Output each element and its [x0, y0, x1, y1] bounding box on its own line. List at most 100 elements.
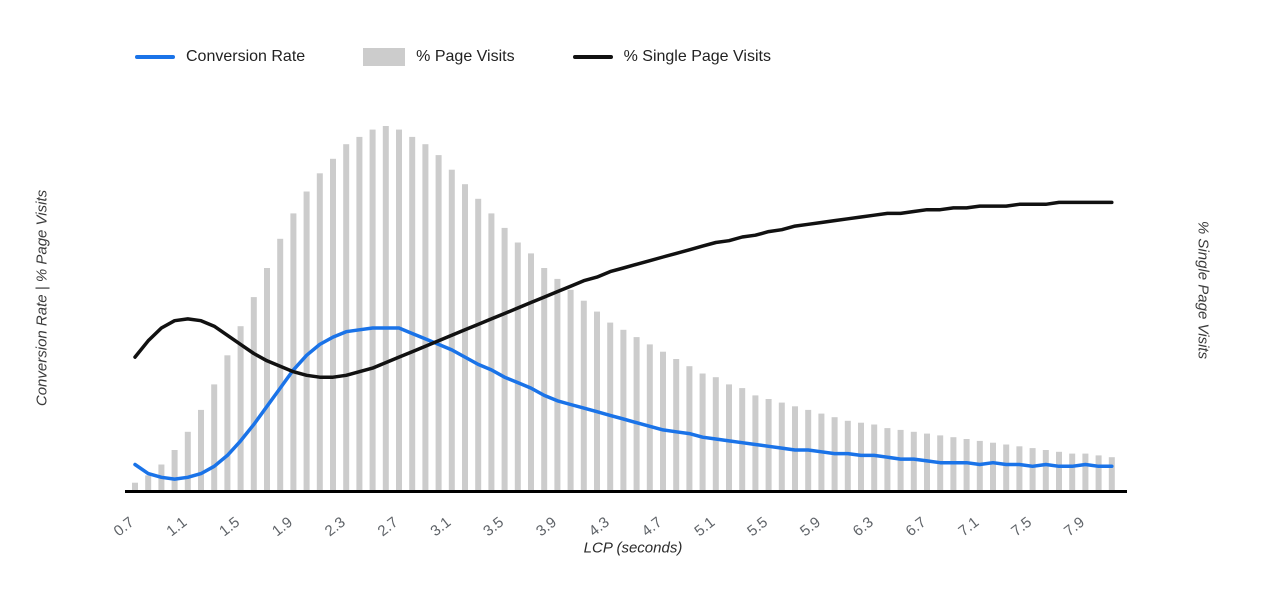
page-visits-bar	[303, 191, 310, 490]
page-visits-bar	[1056, 451, 1062, 490]
page-visits-bar	[844, 420, 851, 490]
page-visits-bar	[1016, 446, 1023, 490]
left-axis-title: Conversion Rate | % Page Visits	[33, 189, 51, 407]
page-visits-bar	[871, 424, 878, 490]
single-page-visits-line	[133, 200, 1114, 379]
x-tick-label: 7.5	[1008, 514, 1035, 540]
page-visits-bar	[1108, 457, 1115, 490]
x-tick-label: 5.5	[744, 514, 771, 540]
page-visits-bar	[726, 384, 732, 490]
page-visits-bar	[990, 442, 996, 490]
page-visits-bar	[963, 439, 970, 490]
page-visits-bar	[910, 431, 917, 490]
x-axis-title: LCP (seconds)	[583, 539, 683, 557]
page-visits-bar	[211, 384, 218, 490]
x-tick-label: 5.1	[691, 514, 718, 540]
page-visits-bar	[356, 136, 363, 490]
right-axis-title: % Single Page Visits	[1194, 220, 1212, 360]
page-visits-bar	[1029, 448, 1036, 490]
page-visits-bar	[1042, 450, 1049, 490]
x-tick-label: 6.7	[903, 514, 930, 540]
legend-item-conversion-rate: Conversion Rate	[135, 48, 305, 66]
page-visits-bar	[1082, 453, 1089, 490]
page-visits-bar	[528, 253, 534, 490]
page-visits-bar	[132, 482, 138, 490]
page-visits-bar	[488, 213, 495, 490]
x-tick-label: 1.1	[163, 514, 190, 540]
page-visits-bar	[1069, 453, 1076, 490]
page-visits-bar	[646, 344, 653, 490]
x-tick-label: 5.9	[797, 514, 824, 540]
page-visits-bar	[1003, 444, 1010, 490]
conversion-rate-line	[133, 326, 1114, 481]
page-visits-bar	[184, 431, 191, 490]
page-visits-bar	[541, 268, 548, 490]
page-visits-bar	[409, 136, 416, 490]
page-visits-bar	[752, 395, 759, 490]
x-tick-label: 0.7	[111, 514, 138, 540]
page-visits-bar	[778, 402, 785, 490]
x-tick-label: 4.3	[586, 514, 613, 540]
x-tick-label: 7.9	[1061, 514, 1088, 540]
page-visits-bar	[620, 329, 627, 490]
legend-item-single-page-visits: % Single Page Visits	[572, 48, 771, 66]
legend: Conversion Rate % Page Visits % Single P…	[135, 48, 771, 66]
page-visits-bar	[673, 359, 680, 490]
page-visits-bar	[264, 268, 270, 490]
page-visits-bar	[739, 388, 746, 490]
page-visits-bar	[514, 242, 521, 490]
page-visits-bar	[792, 406, 798, 490]
page-visits-bar	[594, 311, 600, 490]
page-visits-bar	[145, 475, 152, 490]
page-visits-bar	[171, 450, 178, 490]
page-visits-bar	[290, 213, 297, 490]
x-tick-label: 3.5	[480, 514, 507, 540]
page-visits-bar	[699, 373, 706, 490]
page-visits-bar	[712, 377, 719, 490]
page-visits-bar	[475, 198, 482, 491]
page-visits-bar	[369, 129, 376, 490]
page-visits-bar	[396, 129, 402, 490]
x-tick-label: 1.5	[216, 514, 243, 540]
x-tick-label: 2.3	[322, 514, 349, 540]
page-visits-bar	[765, 399, 772, 490]
legend-label: % Single Page Visits	[623, 48, 771, 65]
page-visits-bar	[422, 144, 429, 490]
plot-area: 0.7 1.1 1.5 1.9 2.3 2.7 3.1 3.5 3.9 4.3 4.7 5.1 5.5 5…	[111, 126, 1127, 540]
page-visits-bar	[660, 351, 666, 490]
legend-label: Conversion Rate	[186, 48, 306, 65]
page-visits-bar	[237, 326, 244, 490]
page-visits-bar	[330, 158, 336, 491]
page-visits-bar-swatch-icon	[363, 48, 406, 66]
legend-label: % Page Visits	[416, 48, 515, 65]
x-tick-label: 3.9	[533, 514, 560, 540]
page-visits-bar	[462, 184, 468, 490]
page-visits-bar	[884, 428, 891, 490]
x-tick-label: 7.1	[955, 514, 982, 540]
page-visits-bar	[567, 289, 574, 490]
x-tick-label: 1.9	[269, 514, 296, 540]
page-visits-bar	[343, 144, 350, 490]
page-visits-bar	[686, 366, 693, 490]
page-visits-bar	[448, 169, 455, 490]
page-visits-bar	[316, 173, 323, 491]
x-tick-label: 6.3	[850, 514, 877, 540]
page-visits-bar	[382, 126, 389, 490]
page-visits-bar	[607, 322, 614, 490]
legend-item-page-visits: % Page Visits	[363, 48, 515, 66]
page-visits-bar	[554, 278, 561, 490]
page-visits-bar	[501, 227, 508, 490]
single-page-visits-line-swatch-icon	[572, 55, 613, 59]
page-visits-bar	[198, 409, 204, 490]
page-visits-bar	[1095, 455, 1102, 490]
conversion-rate-line-swatch-icon	[135, 55, 175, 59]
page-visits-bar	[633, 337, 640, 490]
page-visits-bar	[435, 155, 442, 490]
x-tick-label: 3.1	[427, 514, 454, 540]
page-visits-bar	[250, 297, 257, 490]
page-visits-bar	[580, 300, 587, 490]
x-tick-label: 4.7	[639, 514, 666, 540]
page-visits-bar	[224, 355, 231, 490]
x-tick-label: 2.7	[375, 514, 402, 540]
